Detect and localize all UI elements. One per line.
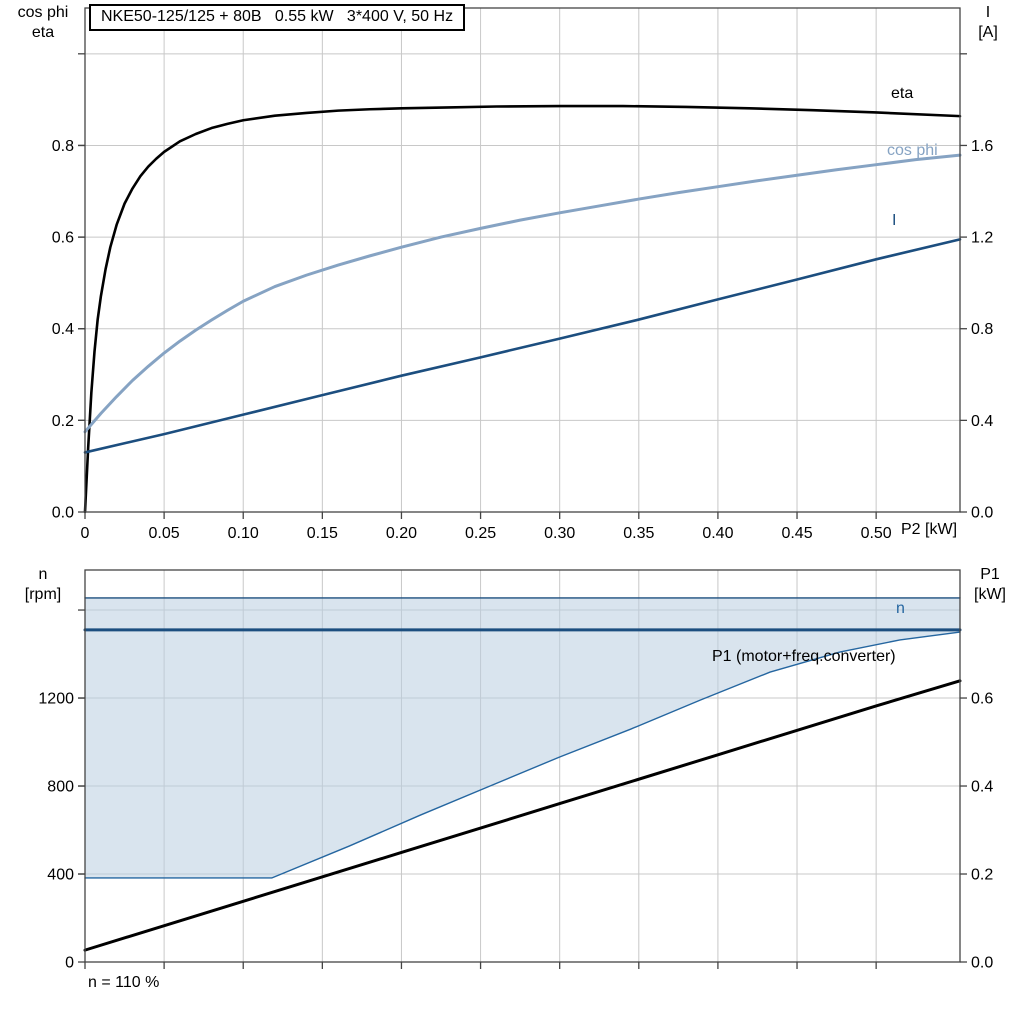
tick-label: 0.25 xyxy=(465,525,496,542)
plot-border xyxy=(84,7,961,513)
axis-ticks: 0.0 0.2 0.4 0.6 0.8 0.0 0.4 0.8 1.2 1.6 0 0.05 0.10 0… xyxy=(52,53,993,542)
series-p1-total xyxy=(83,679,962,952)
speed-setting-footnote: n = 110 % xyxy=(88,974,160,991)
left-axis-title-line1: cos phi xyxy=(17,4,69,21)
tick-label: 0.45 xyxy=(781,525,812,542)
chart-title: NKE50-125/125 + 80B 0.55 kW 3*400 V, 50 … xyxy=(89,4,466,31)
p1-axis-title-line2: [kW] xyxy=(974,586,1006,603)
grid xyxy=(85,8,960,512)
tick-label: 0.30 xyxy=(544,525,575,542)
tick-label: 0.0 xyxy=(971,955,993,972)
speed-power-chart: 0 400 800 1200 0.0 0.2 0.4 0.6 xyxy=(38,569,993,972)
tick-label: 0.8 xyxy=(971,321,993,338)
tick-label: 0 xyxy=(81,525,90,542)
bottom-chart-right-axis-title: P1 [kW] xyxy=(962,565,1018,605)
tick-label: 0.6 xyxy=(52,230,74,247)
n-curve-label: n xyxy=(896,600,905,617)
tick-label: 800 xyxy=(47,779,74,796)
tick-label: 0.15 xyxy=(307,525,338,542)
p1-curve-label: P1 (motor+freq.converter) xyxy=(712,648,896,665)
tick-label: 0.4 xyxy=(52,321,74,338)
plot-border xyxy=(84,569,961,963)
tick-label: 0.40 xyxy=(702,525,733,542)
speed-control-range-area xyxy=(85,597,960,878)
tick-label: 0.35 xyxy=(623,525,654,542)
axis-ticks: 0 400 800 1200 0.0 0.2 0.4 0.6 xyxy=(38,609,993,972)
series-n-min-boundary xyxy=(84,631,961,879)
p1-axis-title-line1: P1 xyxy=(980,566,1000,583)
series-current xyxy=(83,238,962,454)
tick-label: 400 xyxy=(47,867,74,884)
tick-label: 0.4 xyxy=(971,779,993,796)
bottom-chart-left-axis-title: n [rpm] xyxy=(12,565,74,605)
tick-label: 0.8 xyxy=(52,138,74,155)
tick-label: 0.6 xyxy=(971,691,993,708)
tick-label: 0.20 xyxy=(386,525,417,542)
top-chart-left-axis-title: cos phi eta xyxy=(6,3,80,43)
left-axis-title-line2: eta xyxy=(31,24,55,41)
tick-label: 0.2 xyxy=(971,867,993,884)
right-axis-title-line1: I xyxy=(985,4,991,21)
tick-label: 0.05 xyxy=(149,525,180,542)
tick-label: 1.2 xyxy=(971,230,993,247)
n-axis-title-line1: n xyxy=(38,566,48,583)
series-cos-phi xyxy=(83,153,962,434)
eta-curve-label: eta xyxy=(891,85,914,102)
tick-label: 0.0 xyxy=(971,505,993,522)
tick-label: 0.50 xyxy=(861,525,892,542)
series-eta xyxy=(83,104,962,514)
tick-label: 0.10 xyxy=(228,525,259,542)
x-axis-title: P2 [kW] xyxy=(901,521,958,538)
tick-label: 0 xyxy=(65,955,74,972)
tick-label: 1200 xyxy=(38,691,74,708)
tick-label: 0.2 xyxy=(52,413,74,430)
cos-phi-curve-label: cos phi xyxy=(887,142,938,159)
tick-label: 0.4 xyxy=(971,413,993,430)
tick-label: 1.6 xyxy=(971,138,993,155)
n-axis-title-line2: [rpm] xyxy=(24,586,62,603)
tick-label: 0.0 xyxy=(52,505,74,522)
current-curve-label: I xyxy=(892,212,897,229)
top-chart-right-axis-title: I [A] xyxy=(962,3,1014,43)
motor-performance-chart: 0.0 0.2 0.4 0.6 0.8 0.0 0.4 0.8 1.2 1.6 0 0.05 0.10 0… xyxy=(52,7,993,542)
right-axis-title-line2: [A] xyxy=(978,24,998,41)
